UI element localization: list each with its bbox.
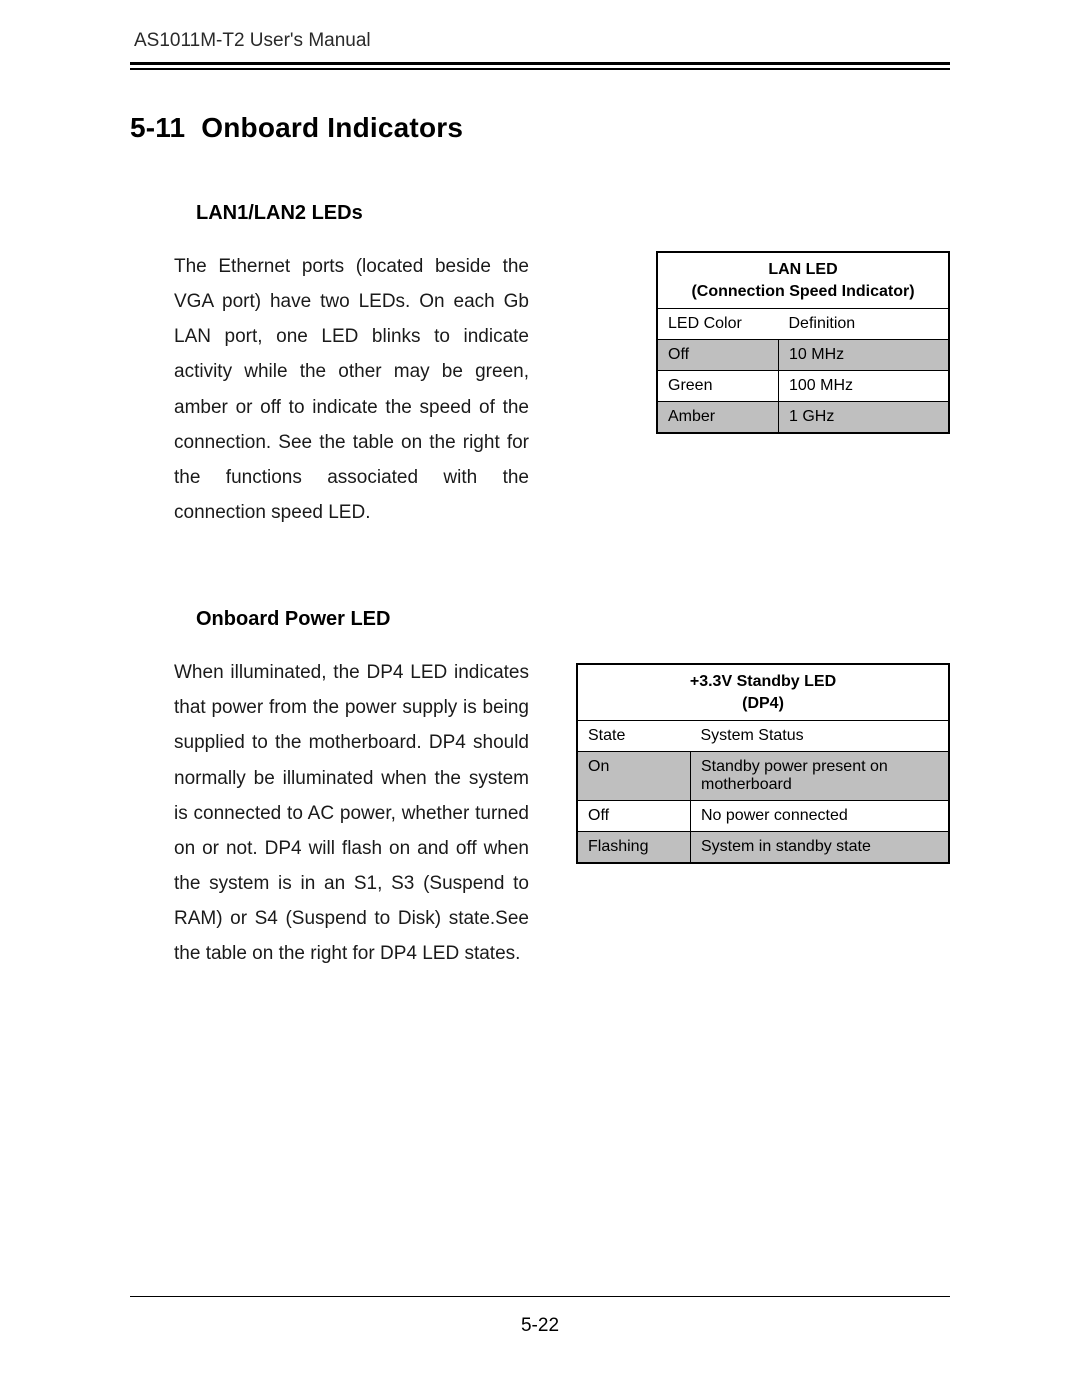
power-led-section: Onboard Power LED When illuminated, the … (130, 608, 950, 971)
lan-led-section: LAN1/LAN2 LEDs The Ethernet ports (locat… (130, 202, 950, 530)
lan-table-title: LAN LED (Connection Speed Indicator) (658, 253, 948, 309)
running-head: AS1011M-T2 User's Manual (130, 30, 950, 62)
table-cell: No power connected (691, 801, 949, 832)
table-cell: Green (658, 371, 779, 402)
table-cell: Flashing (578, 832, 691, 863)
table-cell: 100 MHz (779, 371, 949, 402)
power-table-col1-header: State (578, 721, 691, 752)
table-cell: On (578, 752, 691, 801)
lan-led-table: LAN LED (Connection Speed Indicator) LED… (656, 251, 950, 434)
power-table-title-line2: (DP4) (742, 695, 784, 712)
lan-table-col2-header: Definition (779, 309, 949, 340)
section-number: 5-11 (130, 112, 185, 143)
lan-table-title-line1: LAN LED (768, 261, 837, 278)
table-cell: Off (658, 340, 779, 371)
table-cell: System in standby state (691, 832, 949, 863)
table-cell: 1 GHz (779, 402, 949, 433)
table-cell: Off (578, 801, 691, 832)
table-cell: 10 MHz (779, 340, 949, 371)
footer-rule (130, 1296, 950, 1297)
header-rule (130, 62, 950, 70)
page-number: 5-22 (0, 1315, 1080, 1337)
standby-led-table: +3.3V Standby LED (DP4) State System Sta… (576, 663, 950, 864)
lan-paragraph: The Ethernet ports (located beside the V… (174, 249, 529, 530)
table-cell: Standby power present on motherboard (691, 752, 949, 801)
lan-table-title-line2: (Connection Speed Indicator) (691, 283, 914, 300)
section-name: Onboard Indicators (201, 112, 463, 143)
power-table-title-line1: +3.3V Standby LED (690, 673, 836, 690)
power-paragraph: When illuminated, the DP4 LED indi­cates… (174, 655, 529, 971)
lan-subhead: LAN1/LAN2 LEDs (196, 202, 950, 225)
power-table-col2-header: System Status (691, 721, 949, 752)
table-cell: Amber (658, 402, 779, 433)
power-subhead: Onboard Power LED (196, 608, 950, 631)
lan-table-col1-header: LED Color (658, 309, 779, 340)
document-page: AS1011M-T2 User's Manual 5-11 Onboard In… (0, 0, 1080, 1397)
power-table-title: +3.3V Standby LED (DP4) (578, 665, 948, 721)
section-title: 5-11 Onboard Indicators (130, 112, 950, 144)
